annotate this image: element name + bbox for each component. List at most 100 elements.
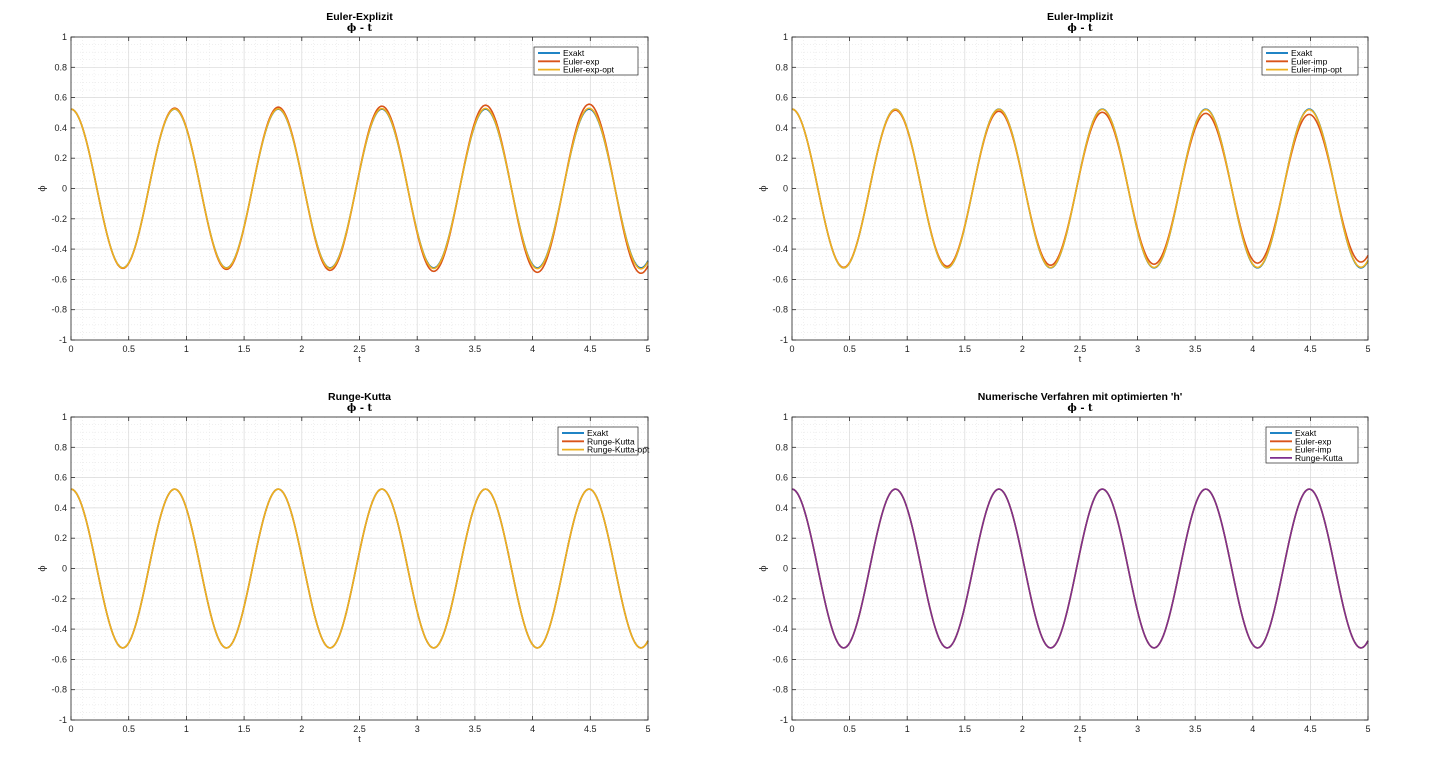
x-tick-label: 1.5 (959, 724, 972, 734)
x-tick-label: 4 (1250, 344, 1255, 354)
y-tick-label: -1 (59, 715, 67, 725)
x-tick-label: 4.5 (584, 344, 597, 354)
chart-title: Runge-Kutta (328, 391, 391, 403)
series-line-runge-kutta-opt (70, 488, 649, 649)
x-tick-label: 5 (645, 724, 650, 734)
x-tick-label: 5 (1365, 344, 1370, 354)
x-tick-label: 0.5 (122, 344, 135, 354)
x-tick-label: 0.5 (843, 344, 856, 354)
y-tick-label: 0.8 (775, 62, 788, 72)
y-tick-label: -0.8 (772, 305, 788, 315)
series-line-euler-imp-opt (791, 108, 1369, 269)
y-tick-label: 0 (783, 564, 788, 574)
y-tick-label: 1 (783, 32, 788, 42)
y-tick-label: 0.2 (54, 153, 67, 163)
y-tick-label: 0 (62, 564, 67, 574)
y-axis-label: ϕ (38, 185, 48, 191)
y-tick-label: 0.6 (775, 93, 788, 103)
legend-label: Euler-imp-opt (1291, 65, 1343, 75)
x-tick-label: 3.5 (1189, 724, 1202, 734)
y-tick-label: -0.6 (51, 654, 67, 664)
chart-panel-1: 0 0.5 1 1.5 2 2.5 3 3.5 4 4.5 5 -1 -0.8 -0.6 -0.4 -0.2 0… (38, 11, 651, 365)
x-tick-label: 3 (415, 724, 420, 734)
x-tick-label: 5 (645, 344, 650, 354)
series-group (791, 488, 1369, 649)
y-axis-label: ϕ (759, 185, 769, 191)
chart-title: Euler-Implizit (1047, 11, 1113, 23)
y-tick-label: 0.8 (54, 442, 67, 452)
y-tick-label: -1 (59, 335, 67, 345)
y-tick-label: -0.6 (772, 654, 788, 664)
x-tick-label: 1.5 (238, 344, 251, 354)
y-tick-label: -0.2 (51, 594, 67, 604)
legend-label: Exakt (563, 48, 585, 58)
x-tick-label: 0 (789, 344, 794, 354)
x-tick-label: 1.5 (959, 344, 972, 354)
legend-label: Euler-exp (563, 56, 600, 66)
y-tick-label: -0.4 (772, 244, 788, 254)
y-tick-label: 0.6 (54, 93, 67, 103)
y-tick-label: 0.4 (54, 503, 67, 513)
x-tick-label: 5 (1365, 724, 1370, 734)
series-group (70, 103, 649, 275)
x-tick-label: 0 (68, 344, 73, 354)
y-tick-label: -0.6 (51, 274, 67, 284)
tick-labels: 0 0.5 1 1.5 2 2.5 3 3.5 4 4.5 5 -1 -0.8 -0.6 -0.4 -0.2 0… (51, 412, 650, 734)
chart-subtitle: ϕ - t (347, 403, 373, 414)
y-tick-label: 0 (783, 184, 788, 194)
x-tick-label: 0.5 (843, 724, 856, 734)
x-tick-label: 4.5 (584, 724, 597, 734)
series-group (70, 488, 649, 649)
x-tick-label: 0 (68, 724, 73, 734)
y-tick-label: -0.8 (772, 685, 788, 695)
x-tick-label: 2 (299, 724, 304, 734)
legend-label: Euler-exp (1295, 436, 1332, 446)
x-tick-label: 1 (905, 724, 910, 734)
legend-label: Euler-exp-opt (563, 65, 615, 75)
y-tick-label: -0.4 (51, 624, 67, 634)
x-tick-label: 2.5 (353, 724, 366, 734)
x-axis-label: t (1079, 354, 1082, 365)
x-tick-label: 1 (184, 344, 189, 354)
legend-label: Exakt (1295, 428, 1317, 438)
y-tick-label: 0.6 (54, 473, 67, 483)
x-tick-label: 4 (1250, 724, 1255, 734)
x-axis-label: t (1079, 734, 1082, 745)
series-group (791, 108, 1369, 269)
x-tick-label: 1.5 (238, 724, 251, 734)
y-tick-label: 0.8 (54, 62, 67, 72)
y-tick-label: 1 (62, 412, 67, 422)
legend-label: Exakt (1291, 48, 1313, 58)
y-tick-label: 0.2 (54, 533, 67, 543)
y-tick-label: 0.8 (775, 442, 788, 452)
y-tick-label: -0.4 (51, 244, 67, 254)
y-tick-label: 0.4 (54, 123, 67, 133)
x-axis-label: t (358, 734, 361, 745)
y-tick-label: 0.4 (775, 503, 788, 513)
x-tick-label: 3.5 (469, 344, 482, 354)
chart-panel-4: 0 0.5 1 1.5 2 2.5 3 3.5 4 4.5 5 -1 -0.8 -0.6 -0.4 -0.2 0… (759, 391, 1371, 745)
series-line-runge-kutta (791, 488, 1369, 649)
y-axis-label: ϕ (38, 565, 48, 571)
x-tick-label: 2.5 (1074, 344, 1087, 354)
y-tick-label: 1 (783, 412, 788, 422)
y-tick-label: -0.8 (51, 305, 67, 315)
x-tick-label: 2.5 (353, 344, 366, 354)
chart-subtitle: ϕ - t (1067, 23, 1093, 34)
tick-labels: 0 0.5 1 1.5 2 2.5 3 3.5 4 4.5 5 -1 -0.8 -0.6 -0.4 -0.2 0… (51, 32, 650, 354)
x-tick-label: 3.5 (469, 724, 482, 734)
series-line-euler-exp-opt (70, 107, 649, 270)
x-tick-label: 2 (1020, 344, 1025, 354)
x-tick-label: 3 (1135, 724, 1140, 734)
x-tick-label: 4 (530, 724, 535, 734)
y-tick-label: 0.2 (775, 153, 788, 163)
chart-title: Euler-Explizit (326, 11, 393, 23)
x-tick-label: 2 (299, 344, 304, 354)
x-tick-label: 4 (530, 344, 535, 354)
chart-title: Numerische Verfahren mit optimierten 'h' (978, 391, 1183, 403)
x-tick-label: 3.5 (1189, 344, 1202, 354)
y-tick-label: 1 (62, 32, 67, 42)
